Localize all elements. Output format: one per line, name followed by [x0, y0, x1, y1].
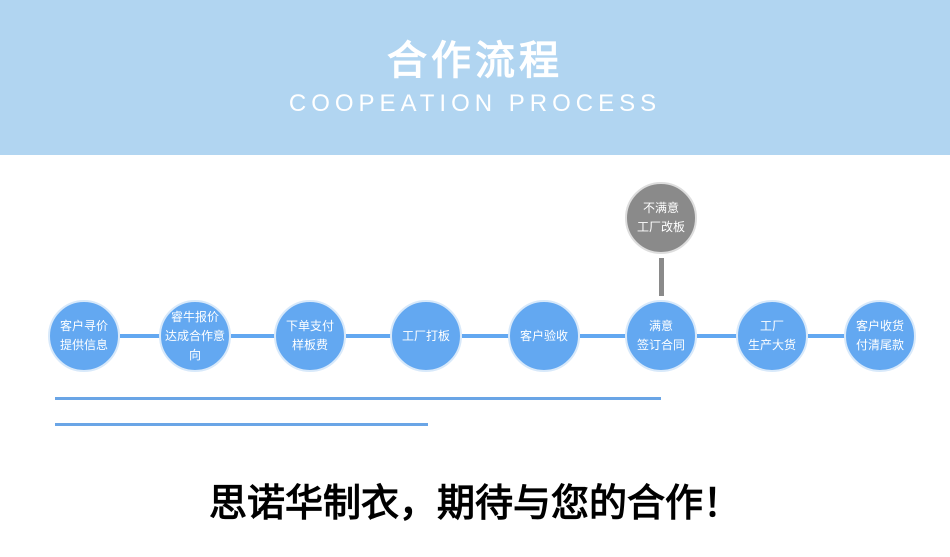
- step-inquiry: 客户寻价 提供信息: [48, 300, 120, 372]
- divider: [55, 423, 428, 426]
- connector: [580, 334, 626, 338]
- step-acceptance: 客户验收: [508, 300, 580, 372]
- page-title: 合作流程: [387, 38, 563, 84]
- header-banner: 合作流程 COOPEATION PROCESS: [0, 0, 950, 155]
- step-quote: 睿牛报价 达成合作意向: [159, 300, 231, 372]
- step-contract: 满意 签订合同: [625, 300, 697, 372]
- step-revise: 不满意 工厂改板: [625, 182, 697, 254]
- connector: [697, 334, 737, 338]
- step-production: 工厂 生产大货: [736, 300, 808, 372]
- step-payment: 下单支付 样板费: [274, 300, 346, 372]
- connector: [808, 334, 845, 338]
- branch-connector: [659, 258, 664, 296]
- slogan: 思诺华制衣，期待与您的合作！: [208, 480, 741, 525]
- connector: [346, 334, 391, 338]
- page-subtitle: COOPEATION PROCESS: [288, 90, 662, 117]
- step-sample: 工厂打板: [390, 300, 462, 372]
- connector: [462, 334, 509, 338]
- connector: [231, 334, 275, 338]
- step-delivery: 客户收货 付清尾款: [844, 300, 916, 372]
- connector: [120, 334, 160, 338]
- divider: [55, 397, 661, 400]
